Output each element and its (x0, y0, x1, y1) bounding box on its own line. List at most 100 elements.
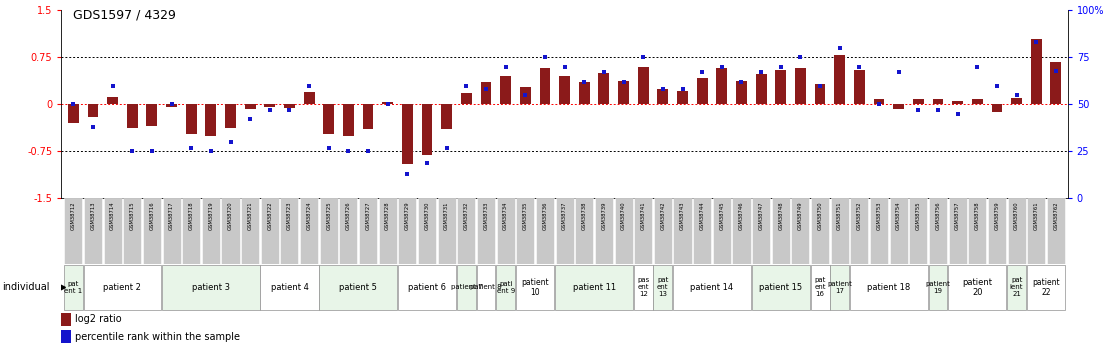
Bar (382, 102, 394, 104)
Bar (398, 198, 416, 264)
Text: patient 14: patient 14 (691, 283, 733, 292)
Text: patient
22: patient 22 (1032, 277, 1060, 297)
Text: GSM38729: GSM38729 (405, 201, 410, 230)
Bar (61, 330, 72, 343)
Bar (736, 80, 747, 104)
Text: GSM38744: GSM38744 (700, 201, 704, 230)
Bar (932, 99, 944, 104)
Bar (143, 198, 161, 264)
Bar (615, 198, 633, 264)
Bar (1031, 39, 1042, 104)
Text: pati
ent 9: pati ent 9 (496, 281, 514, 294)
Text: GSM38740: GSM38740 (620, 201, 626, 230)
Text: GSM38723: GSM38723 (287, 201, 292, 230)
Text: GSM38754: GSM38754 (897, 201, 901, 230)
Bar (637, 67, 648, 104)
Bar (206, 104, 216, 136)
Bar (595, 198, 613, 264)
Bar (245, 104, 256, 109)
Text: GSM38761: GSM38761 (1034, 201, 1039, 230)
Bar (320, 265, 397, 309)
Bar (850, 265, 928, 309)
Text: patient 15: patient 15 (759, 283, 803, 292)
Bar (104, 198, 122, 264)
Bar (756, 74, 767, 104)
Text: GSM38756: GSM38756 (936, 201, 940, 230)
Bar (653, 265, 672, 309)
Bar (811, 198, 830, 264)
Text: GSM38745: GSM38745 (719, 201, 724, 230)
Bar (496, 265, 515, 309)
Bar (457, 265, 476, 309)
Bar (481, 82, 492, 104)
Text: GSM38713: GSM38713 (91, 201, 95, 230)
Bar (811, 265, 830, 309)
Text: GSM38730: GSM38730 (425, 201, 429, 230)
Text: GSM38752: GSM38752 (856, 201, 862, 230)
Bar (284, 104, 295, 108)
Bar (776, 70, 786, 104)
Bar (732, 198, 750, 264)
Bar (929, 265, 947, 309)
Bar (618, 80, 629, 104)
Text: patient 3: patient 3 (192, 283, 230, 292)
Text: GSM38733: GSM38733 (483, 201, 489, 230)
Text: GSM38743: GSM38743 (680, 201, 685, 230)
Bar (948, 198, 967, 264)
Bar (929, 198, 947, 264)
Text: GSM38718: GSM38718 (189, 201, 193, 230)
Bar (457, 198, 475, 264)
Bar (579, 82, 589, 104)
Text: patient
20: patient 20 (963, 277, 993, 297)
Bar (221, 198, 239, 264)
Bar (1027, 198, 1045, 264)
Bar (575, 198, 594, 264)
Text: GDS1597 / 4329: GDS1597 / 4329 (73, 9, 176, 22)
Text: patient 6: patient 6 (408, 283, 446, 292)
Bar (771, 198, 789, 264)
Text: GSM38747: GSM38747 (759, 201, 764, 230)
Bar (300, 198, 319, 264)
Bar (834, 56, 845, 104)
Text: patient
10: patient 10 (521, 277, 549, 297)
Bar (162, 265, 259, 309)
Bar (851, 198, 869, 264)
Text: GSM38748: GSM38748 (778, 201, 784, 230)
Text: GSM38726: GSM38726 (345, 201, 351, 230)
Bar (713, 198, 731, 264)
Bar (654, 198, 672, 264)
Text: log2 ratio: log2 ratio (75, 315, 122, 324)
Text: GSM38737: GSM38737 (562, 201, 567, 230)
Bar (496, 198, 514, 264)
Bar (752, 198, 770, 264)
Bar (556, 198, 574, 264)
Text: GSM38720: GSM38720 (228, 201, 233, 230)
Text: pat
ent
16: pat ent 16 (814, 277, 826, 297)
Text: patient 4: patient 4 (271, 283, 309, 292)
Bar (1026, 265, 1065, 309)
Text: patient 8: patient 8 (471, 284, 502, 290)
Bar (477, 198, 495, 264)
Text: GSM38735: GSM38735 (523, 201, 528, 230)
Text: GSM38750: GSM38750 (817, 201, 823, 230)
Bar (559, 76, 570, 104)
Text: GSM38734: GSM38734 (503, 201, 509, 230)
Text: GSM38724: GSM38724 (306, 201, 312, 230)
Bar (167, 104, 177, 107)
Text: patient 5: patient 5 (339, 283, 377, 292)
Bar (717, 68, 727, 104)
Bar (260, 265, 319, 309)
Text: patient 11: patient 11 (572, 283, 616, 292)
Text: GSM38758: GSM38758 (975, 201, 979, 230)
Text: patient
17: patient 17 (827, 281, 852, 294)
Bar (323, 104, 334, 135)
Text: GSM38746: GSM38746 (739, 201, 743, 230)
Bar (598, 73, 609, 104)
Bar (515, 265, 555, 309)
Bar (61, 313, 72, 326)
Text: patient 18: patient 18 (868, 283, 910, 292)
Bar (241, 198, 259, 264)
Text: pat
ient
21: pat ient 21 (1010, 277, 1023, 297)
Bar (831, 265, 850, 309)
Text: pat
ent 1: pat ent 1 (64, 281, 83, 294)
